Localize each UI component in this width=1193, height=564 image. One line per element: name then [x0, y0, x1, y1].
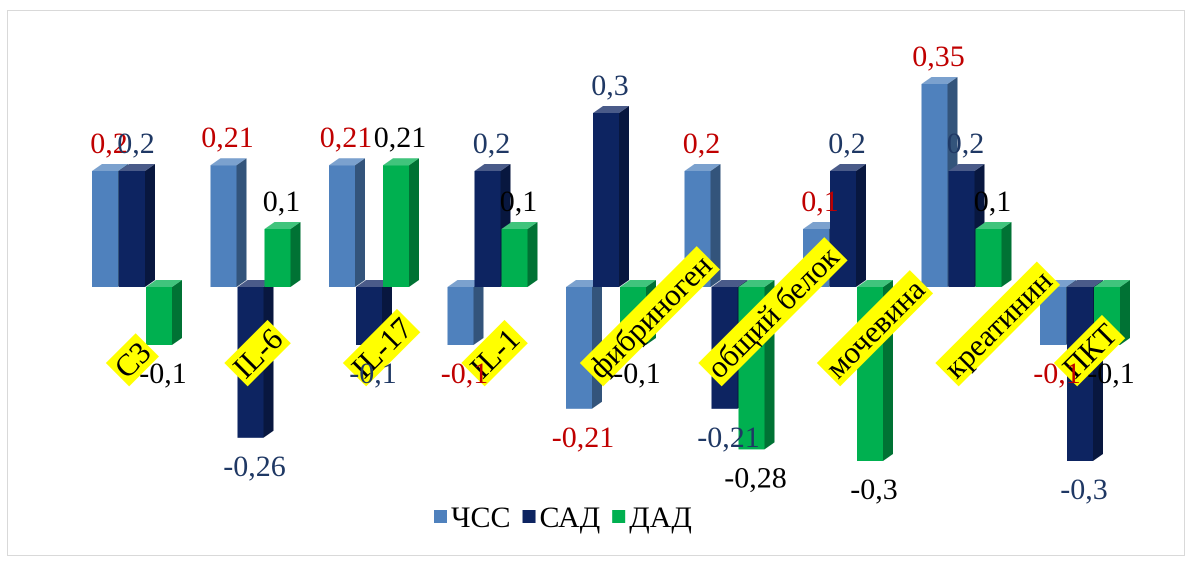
value-label-ДАД-2: 0,1 [263, 185, 301, 218]
value-label-САД-2: -0,26 [223, 450, 286, 483]
value-label-ДАД-6: -0,28 [724, 461, 787, 494]
legend-swatch-2 [522, 510, 536, 523]
value-label-САД-6: -0,21 [697, 421, 760, 454]
legend-label-2: САД [540, 501, 601, 534]
value-label-ЧСС-9: -0,1 [1033, 357, 1081, 390]
legend-item-2: САД [522, 501, 601, 534]
bar-ДАД-2 [264, 222, 301, 287]
category-label-2: IL-6 [224, 319, 291, 387]
value-labels-layer: 0,20,2-0,10,21-0,260,10,21-0,10,21-0,10,… [90, 40, 1135, 506]
legend-label-3: ДАД [629, 501, 692, 534]
value-label-САД-3: -0,1 [349, 357, 397, 390]
value-label-ЧСС-3: 0,21 [320, 121, 373, 154]
bar-ЧСС-2 [210, 158, 247, 287]
value-label-ЧСС-6: 0,2 [683, 127, 721, 160]
legend: ЧСС САД ДАД [434, 501, 692, 534]
value-label-ДАД-1: -0,1 [139, 357, 187, 390]
value-label-ДАД-9: -0,1 [1087, 357, 1135, 390]
value-label-ЧСС-1: 0,2 [90, 127, 128, 160]
value-label-САД-9: -0,3 [1060, 473, 1108, 506]
bar-САД-5 [593, 106, 629, 287]
value-label-ДАД-7: -0,3 [850, 473, 898, 506]
value-label-САД-4: 0,2 [473, 127, 511, 160]
value-label-ДАД-3: 0,21 [374, 121, 427, 154]
value-label-ДАД-4: 0,1 [500, 185, 538, 218]
bar-САД-7 [830, 164, 866, 287]
value-label-САД-8: 0,2 [947, 127, 985, 160]
value-label-ЧСС-2: 0,21 [201, 121, 254, 154]
bar-САД-1 [119, 164, 155, 287]
bar-ЧСС-4 [447, 280, 484, 345]
bar-ДАД-4 [501, 222, 538, 287]
svg-text:IL-6: IL-6 [226, 321, 290, 385]
bar-ЧСС-3 [329, 158, 365, 287]
legend-item-3: ДАД [612, 501, 692, 534]
bar-ДАД-1 [146, 280, 182, 345]
legend-swatch-3 [612, 510, 626, 523]
value-label-ЧСС-7: 0,1 [801, 185, 839, 218]
bar-ДАД-8 [975, 222, 1012, 287]
legend-swatch-1 [434, 510, 447, 523]
value-label-САД-1: 0,2 [117, 127, 155, 160]
legend-label-1: ЧСС [451, 501, 511, 534]
value-label-ЧСС-8: 0,35 [912, 40, 965, 73]
bar-ДАД-3 [383, 158, 419, 287]
value-label-ЧСС-4: -0,1 [441, 357, 489, 390]
value-label-ДАД-5: -0,1 [613, 357, 661, 390]
value-label-ЧСС-5: -0,21 [552, 421, 615, 454]
value-label-САД-5: 0,3 [591, 69, 629, 102]
value-label-ДАД-8: 0,1 [974, 185, 1012, 218]
legend-item-1: ЧСС [434, 501, 511, 534]
value-label-САД-7: 0,2 [828, 127, 866, 160]
